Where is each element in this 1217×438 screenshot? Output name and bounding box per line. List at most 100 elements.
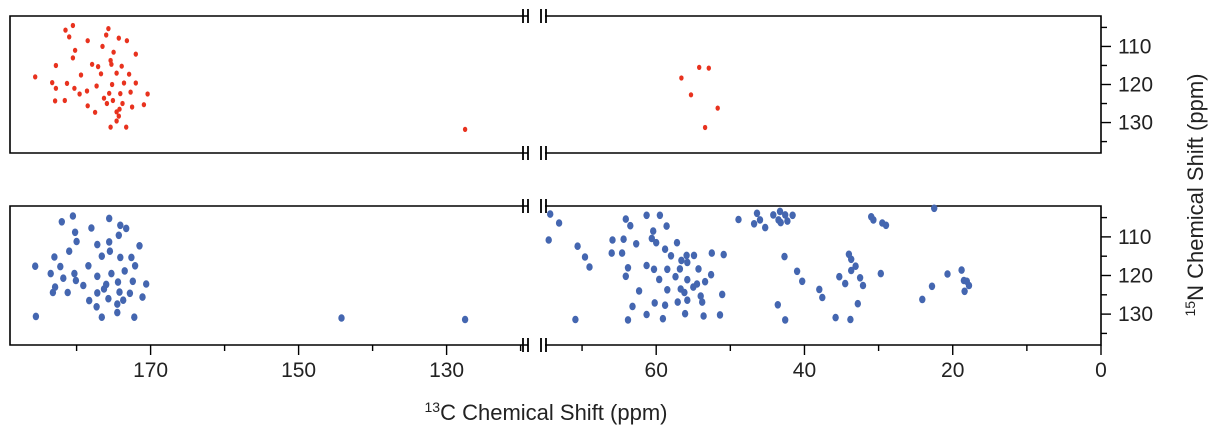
peak-top-27 [133,80,138,86]
peak-top-4 [104,32,109,38]
peak-bottom-143 [842,279,849,288]
peak-bottom-68 [673,238,681,247]
peak-bottom-146 [774,301,781,309]
peak-bottom-17 [128,253,135,262]
peak-top-59 [715,105,720,111]
peak-top-35 [77,91,82,97]
peak-bottom-82 [624,264,632,272]
peak-bottom-27 [60,274,67,283]
peak-bottom-104 [651,299,658,307]
peak-bottom-65 [648,234,655,243]
peak-bottom-103 [674,298,681,306]
peak-bottom-8 [106,238,113,246]
peak-top-24 [50,80,55,86]
peak-bottom-45 [114,300,121,308]
peak-bottom-53 [547,210,554,218]
peak-bottom-69 [653,238,660,247]
peak-bottom-132 [793,267,801,276]
peak-bottom-78 [720,250,727,259]
panel-frame-bottom-carbonyl-aromatic [9,205,528,346]
peak-bottom-105 [661,301,669,310]
peak-bottom-32 [80,281,87,290]
peak-bottom-43 [120,296,127,305]
peak-bottom-29 [114,278,122,286]
peak-bottom-141 [856,274,864,282]
peak-top-28 [109,81,115,88]
peak-bottom-123 [762,223,769,232]
peak-bottom-60 [656,211,664,220]
peak-bottom-152 [958,266,965,274]
peak-bottom-74 [667,252,675,260]
peak-bottom-39 [94,289,101,297]
peak-top-55 [679,75,684,81]
peak-bottom-90 [656,275,663,284]
peak-bottom-4 [88,224,95,232]
peak-bottom-28 [72,276,80,285]
x-axis-ticks: 170 150 130 60 40 20 0 [75,345,1107,382]
peak-bottom-73 [618,249,626,257]
peak-top-12 [70,55,76,61]
x-tick-label: 0 [1095,359,1107,382]
panel-frames [9,15,1102,346]
peak-top-5 [116,35,122,41]
peak-top-2 [63,27,68,33]
y-axis-ticks: 110 120 130 110 120 130 [1101,26,1153,335]
peak-bottom-134 [816,285,823,294]
y-tick-label-bottom: 130 [1118,303,1153,326]
peak-bottom-118 [782,211,789,219]
peak-bottom-59 [643,211,650,220]
peak-bottom-58 [586,263,593,271]
peak-bottom-40 [126,289,134,298]
peak-bottom-89 [672,272,679,281]
peak-top-39 [110,97,116,104]
peak-bottom-63 [663,222,670,230]
peak-bottom-2 [58,218,65,226]
peak-top-23 [33,74,38,80]
peak-top-52 [108,124,113,130]
peak-bottom-51 [338,314,345,322]
peak-top-57 [706,65,711,71]
x-tick-label: 60 [645,359,668,382]
y-tick-label-top: 120 [1118,74,1153,97]
peak-top-14 [89,61,95,67]
peak-top-7 [124,38,130,44]
peak-bottom-100 [697,292,704,300]
peak-bottom-88 [622,272,629,281]
peak-bottom-41 [139,293,146,301]
peak-bottom-7 [115,231,123,240]
peak-bottom-99 [719,290,726,299]
x-axis-title-superscript: 13 [425,399,441,415]
peak-bottom-151 [944,270,951,278]
peak-bottom-83 [650,265,658,274]
x-tick-label: 20 [941,359,964,382]
peak-bottom-97 [635,287,643,295]
peak-bottom-5 [123,224,130,233]
peak-bottom-94 [690,283,697,291]
peak-top-36 [107,90,112,96]
peak-bottom-26 [94,272,101,281]
peak-bottom-85 [676,265,684,273]
peak-bottom-56 [574,242,581,250]
peak-bottom-149 [847,315,854,324]
peak-bottom-54 [555,219,563,227]
peak-bottom-131 [781,252,788,261]
peak-bottom-9 [73,237,80,246]
peak-top-44 [129,104,135,110]
peak-bottom-129 [882,221,890,230]
peak-bottom-119 [789,211,796,220]
peak-bottom-15 [51,253,58,261]
peak-bottom-81 [643,261,650,270]
peak-bottom-38 [49,288,57,297]
axis-break-markers [522,9,547,352]
x-axis-title: 13C Chemical Shift (ppm) [425,399,668,425]
peak-top-9 [72,47,78,53]
peak-bottom-13 [106,247,114,255]
peak-bottom-145 [854,299,861,308]
peak-top-18 [95,64,101,70]
peak-bottom-84 [664,265,671,274]
peak-top-41 [52,98,58,104]
peak-top-16 [109,61,114,67]
peak-top-6 [85,38,90,44]
peak-bottom-109 [716,311,724,319]
